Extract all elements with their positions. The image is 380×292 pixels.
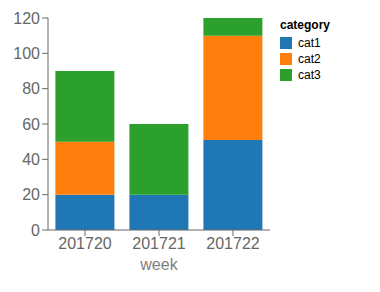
svg-text:40: 40 [22, 151, 40, 168]
svg-text:20: 20 [22, 186, 40, 203]
svg-text:0: 0 [31, 222, 40, 239]
html-text:cat3: cat3 [298, 68, 321, 82]
svg-text:201721: 201721 [132, 235, 185, 252]
svg-text:week: week [139, 256, 178, 273]
svg-text:201720: 201720 [58, 235, 111, 252]
svg-text:80: 80 [22, 80, 40, 97]
html-text:cat1: cat1 [298, 36, 321, 50]
svg-text:201722: 201722 [206, 235, 259, 252]
html-text:cat2: cat2 [298, 52, 321, 66]
html-text:category: category [280, 18, 330, 32]
svg-text:100: 100 [13, 45, 40, 62]
svg-text:120: 120 [13, 10, 40, 27]
svg-text:60: 60 [22, 116, 40, 133]
